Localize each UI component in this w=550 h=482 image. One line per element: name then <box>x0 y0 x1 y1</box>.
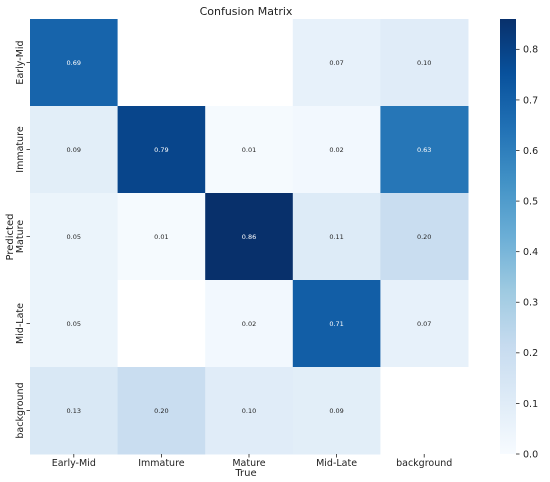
colorbar-tick-label: 0.7 <box>523 95 538 106</box>
x-tick-label: Early-Mid <box>52 458 96 469</box>
y-tick-label: Mid-Late <box>15 303 26 344</box>
heatmap-cell <box>117 106 206 194</box>
cell-value-label: 0.05 <box>67 233 81 241</box>
heatmap-cell <box>205 280 294 368</box>
heatmap-cell <box>30 106 119 194</box>
colorbar-tick-label: 0.5 <box>523 196 538 207</box>
heatmap-cell <box>30 193 119 281</box>
x-tick-label: Immature <box>138 458 185 469</box>
cell-value-label: 0.01 <box>242 146 256 154</box>
heatmap-cell <box>205 193 294 281</box>
heatmap-cell <box>380 367 469 455</box>
cell-value-label: 0.01 <box>154 233 168 241</box>
heatmap-cell <box>205 19 294 107</box>
colorbar: 0.0 0.1 0.2 0.3 0.4 0.5 0.6 0.7 0.8 <box>500 19 538 460</box>
heatmap-cells: 0.69 0.07 0.10 0.09 0.79 0.01 0.02 0.63 0.05 0.01… <box>30 19 469 455</box>
colorbar-tick-label: 0.6 <box>523 146 538 157</box>
cell-value-label: 0.02 <box>329 146 343 154</box>
heatmap-cell <box>380 19 469 107</box>
x-tick-label: Mid-Late <box>316 458 357 469</box>
cell-value-label: 0.20 <box>417 233 431 241</box>
y-tick-labels: Early-Mid Immature Mature Mid-Late backgroun… <box>15 40 30 439</box>
cell-value-label: 0.10 <box>242 407 256 415</box>
colorbar-tick-label: 0.8 <box>523 45 538 56</box>
colorbar-tick-label: 0.0 <box>523 449 538 460</box>
heatmap-cell <box>380 280 469 368</box>
colorbar-tick-label: 0.2 <box>523 348 538 359</box>
cell-value-label: 0.05 <box>67 320 81 328</box>
cell-value-label: 0.02 <box>242 320 256 328</box>
heatmap-cell <box>292 367 381 455</box>
y-tick-label: Mature <box>15 220 26 253</box>
heatmap-cell <box>117 193 206 281</box>
cell-value-label: 0.71 <box>329 320 343 328</box>
cell-value-label: 0.79 <box>154 146 168 154</box>
y-tick-label: Immature <box>15 126 26 173</box>
heatmap-cell <box>30 19 119 107</box>
y-tick-label: Early-Mid <box>15 40 26 84</box>
cell-value-label: 0.09 <box>67 146 81 154</box>
heatmap-cell <box>30 280 119 368</box>
cell-value-label: 0.69 <box>67 59 81 67</box>
y-tick-label: background <box>15 382 26 438</box>
x-tick-label: Mature <box>232 458 265 469</box>
x-tick-label: background <box>396 458 452 469</box>
y-axis-label: Predicted <box>5 214 16 261</box>
x-axis-label: True <box>234 468 256 479</box>
heatmap-cell <box>117 19 206 107</box>
cell-value-label: 0.07 <box>329 59 343 67</box>
heatmap-cell <box>117 367 206 455</box>
colorbar-tick-label: 0.4 <box>523 247 538 258</box>
x-tick-labels: Early-Mid Immature Mature Mid-Late backgroun… <box>52 454 452 469</box>
cell-value-label: 0.63 <box>417 146 431 154</box>
chart-title: Confusion Matrix <box>200 5 293 18</box>
heatmap-cell <box>292 19 381 107</box>
heatmap-cell <box>380 106 469 194</box>
colorbar-gradient <box>500 19 516 454</box>
heatmap-cell <box>30 367 119 455</box>
heatmap-cell <box>205 367 294 455</box>
heatmap-cell <box>292 280 381 368</box>
cell-value-label: 0.10 <box>417 59 431 67</box>
cell-value-label: 0.09 <box>329 407 343 415</box>
heatmap-cell <box>205 106 294 194</box>
heatmap-cell <box>292 106 381 194</box>
cell-value-label: 0.07 <box>417 320 431 328</box>
colorbar-tick-label: 0.3 <box>523 298 538 309</box>
cell-value-label: 0.13 <box>67 407 81 415</box>
colorbar-tick-label: 0.1 <box>523 399 538 410</box>
cell-value-label: 0.86 <box>242 233 256 241</box>
heatmap-cell <box>117 280 206 368</box>
heatmap-cell <box>292 193 381 281</box>
heatmap-cell <box>380 193 469 281</box>
cell-value-label: 0.11 <box>329 233 343 241</box>
cell-value-label: 0.20 <box>154 407 168 415</box>
